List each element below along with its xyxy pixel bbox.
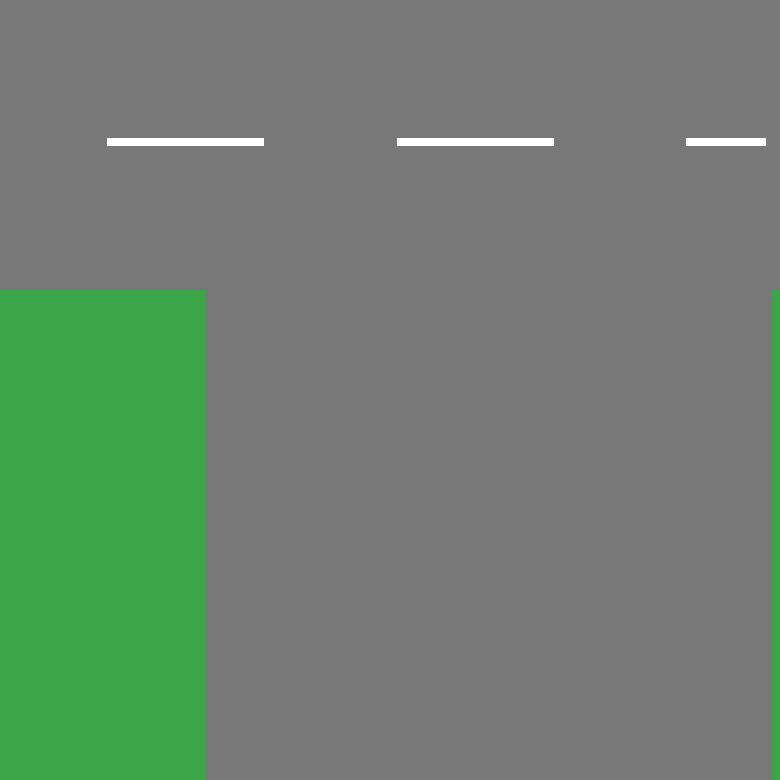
lane-dash-2 bbox=[397, 138, 554, 146]
lane-dash-1 bbox=[107, 138, 264, 146]
lane-dash-3 bbox=[686, 138, 766, 146]
grass-block-right bbox=[772, 290, 780, 780]
grass-block-left bbox=[0, 290, 205, 780]
